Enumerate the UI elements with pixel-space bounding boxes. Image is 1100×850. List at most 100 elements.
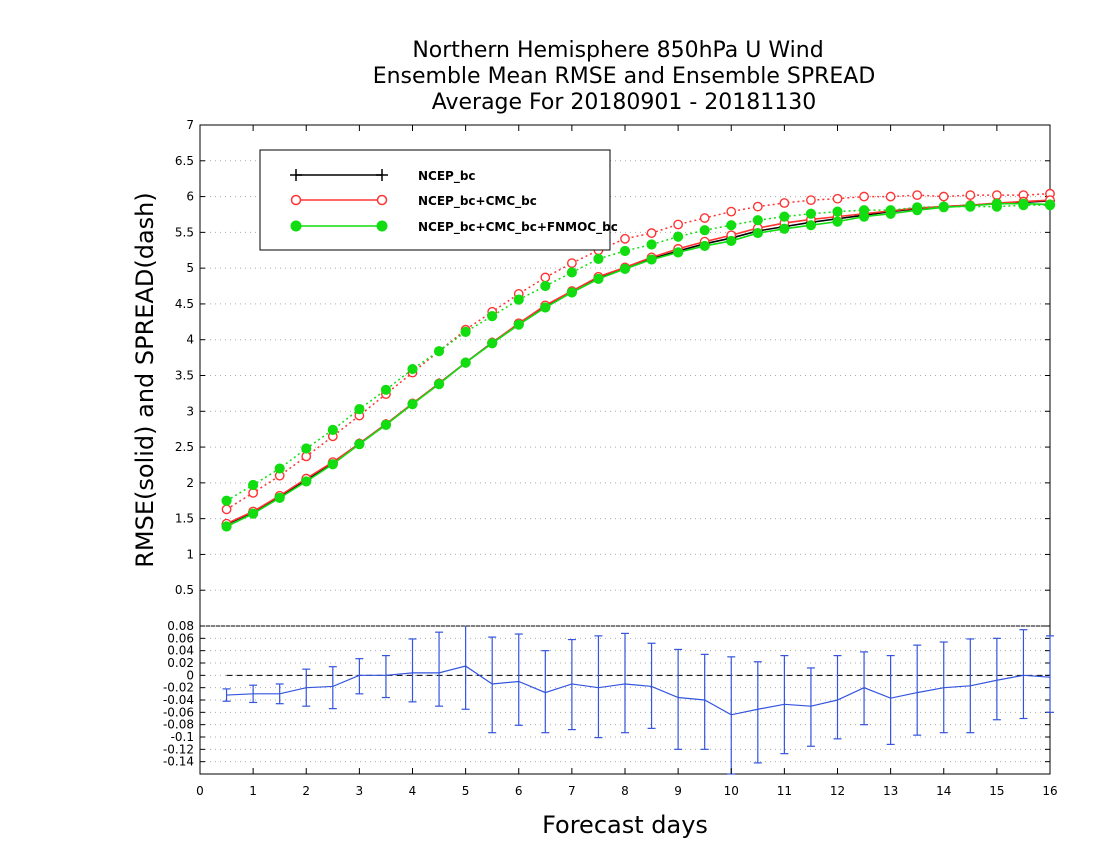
ncep-cmc-spread-point: [991, 190, 1002, 201]
x-tick-label: 8: [621, 784, 629, 798]
x-tick-label: 15: [989, 784, 1004, 798]
ncep-cmc-fnmoc-rmse-point: [619, 263, 631, 274]
difference-line: [226, 665, 1051, 716]
x-tick-label: 9: [674, 784, 682, 798]
ncep-cmc-fnmoc-rmse-point: [513, 319, 524, 330]
ncep-cmc-fnmoc-rmse-point: [965, 200, 976, 211]
bottom-y-tick-label: 0.04: [167, 644, 194, 658]
ncep-cmc-fnmoc-rmse-point: [327, 459, 338, 470]
bottom-y-tick-label: 0: [186, 668, 194, 682]
bottom-y-tick-label: -0.14: [163, 755, 194, 769]
ncep-cmc-fnmoc-rmse-point: [805, 220, 817, 231]
bottom-y-tick-label: 0.02: [167, 656, 194, 670]
ncep-cmc-fnmoc-spread-point: [513, 294, 524, 305]
ncep-cmc-spread-point: [752, 201, 763, 212]
y-axis-label: RMSE(solid) and SPREAD(dash): [131, 192, 159, 568]
ncep-cmc-fnmoc-spread-point: [566, 267, 577, 278]
top-y-tick-label: 6.5: [175, 154, 194, 168]
bottom-y-ticks: 0.080.060.040.020-0.02-0.04-0.06-0.08-0.…: [163, 619, 1050, 769]
ncep-cmc-fnmoc-spread-point: [407, 363, 418, 375]
top-y-tick-label: 2: [186, 476, 194, 490]
ncep-cmc-fnmoc-rmse-point: [274, 492, 285, 503]
ncep-cmc-fnmoc-rmse-point: [726, 235, 737, 247]
x-axis-label: Forecast days: [542, 811, 708, 839]
top-y-tick-label: 3: [186, 404, 194, 418]
bottom-y-tick-label: -0.02: [163, 681, 194, 695]
x-tick-label: 3: [356, 784, 364, 798]
ncep-cmc-fnmoc-spread-point: [779, 211, 790, 222]
legend: NCEP_bc NCEP_bc+CMC_bc NCEP_bc+CMC_bc+FN…: [259, 149, 618, 251]
top-y-tick-label: 5.5: [175, 225, 194, 239]
ncep-cmc-spread-point: [779, 198, 790, 208]
top-series-group: [221, 188, 1056, 532]
ncep-cmc-fnmoc-spread-point: [487, 310, 498, 322]
chart-title: Northern Hemisphere 850hPa U Wind Ensemb…: [373, 38, 876, 115]
ncep-cmc-fnmoc-spread-point: [327, 424, 338, 435]
ncep-cmc-fnmoc-spread-line: [226, 204, 1050, 502]
bottom-panel: 0.080.060.040.020-0.02-0.04-0.06-0.08-0.…: [163, 125, 1058, 839]
ncep-cmc-fnmoc-spread-point: [726, 220, 737, 231]
ncep-cmc-fnmoc-spread-point: [832, 206, 843, 217]
ncep-cmc-fnmoc-rmse-point: [540, 302, 551, 313]
ncep-cmc-fnmoc-rmse-point: [433, 378, 445, 390]
bottom-y-tick-label: -0.12: [163, 742, 194, 756]
ncep-cmc-fnmoc-rmse-point: [938, 202, 949, 213]
ncep-cmc-fnmoc-rmse-point: [354, 439, 365, 450]
ncep-cmc-fnmoc-spread-point: [301, 443, 312, 454]
ncep-cmc-spread-point: [673, 219, 684, 230]
top-y-tick-label: 5: [186, 261, 194, 275]
top-y-tick-label: 1.5: [175, 512, 194, 526]
x-tick-label: 13: [883, 784, 898, 798]
ncep-cmc-fnmoc-rmse-point: [832, 216, 843, 227]
top-y-tick-label: 3.5: [175, 369, 194, 383]
x-tick-label: 11: [777, 784, 792, 798]
ncep-cmc-fnmoc-spread-point: [619, 245, 631, 257]
x-tick-label: 14: [936, 784, 951, 798]
ncep-cmc-spread-point: [806, 195, 816, 206]
ncep-cmc-spread-point: [832, 193, 843, 204]
top-y-tick-label: 4.5: [175, 297, 194, 311]
bottom-y-tick-label: 0.06: [167, 631, 194, 645]
ncep-cmc-fnmoc-rmse-point: [779, 223, 790, 234]
top-y-tick-label: 1: [186, 547, 194, 561]
ncep-cmc-fnmoc-rmse-point: [380, 419, 392, 430]
bottom-y-tick-label: -0.04: [163, 693, 194, 707]
ncep-cmc-fnmoc-spread-point: [540, 280, 551, 292]
ncep-cmc-fnmoc-spread-point: [433, 346, 445, 357]
top-y-tick-label: 2.5: [175, 440, 194, 454]
legend-item-ncep-cmc: NCEP_bc+CMC_bc: [290, 194, 537, 209]
legend-label-ncep-cmc: NCEP_bc+CMC_bc: [418, 194, 537, 209]
legend-label-ncep-cmc-fnmoc: NCEP_bc+CMC_bc+FNMOC_bc: [418, 220, 618, 235]
x-tick-label: 5: [462, 784, 470, 798]
ncep-cmc-spread-point: [885, 191, 896, 202]
x-tick-label: 6: [515, 784, 523, 798]
title-line-1: Northern Hemisphere 850hPa U Wind: [412, 38, 823, 63]
ncep-cmc-spread-point: [699, 213, 710, 223]
ncep-cmc-fnmoc-spread-point: [673, 231, 684, 242]
ncep-cmc-fnmoc-rmse-point: [699, 240, 710, 252]
x-tick-label: 12: [830, 784, 845, 798]
ncep-cmc-fnmoc-rmse-point: [646, 254, 657, 265]
ncep-cmc-fnmoc-rmse-point: [858, 211, 870, 222]
ncep-cmc-fnmoc-spread-point: [460, 326, 471, 337]
legend-item-ncep-bc: NCEP_bc: [290, 169, 476, 184]
ncep-cmc-fnmoc-spread-point: [221, 495, 232, 506]
bottom-y-tick-label: -0.06: [163, 705, 194, 719]
ncep-cmc-fnmoc-rmse-point: [912, 205, 923, 216]
top-y-tick-label: 7: [186, 118, 194, 132]
title-line-3: Average For 20180901 - 20181130: [432, 90, 817, 115]
ncep-cmc-fnmoc-rmse-point: [1044, 199, 1056, 210]
ncep-cmc-fnmoc-rmse-point: [221, 521, 232, 532]
ncep-cmc-fnmoc-rmse-point: [991, 198, 1002, 209]
x-tick-label: 2: [302, 784, 310, 798]
ncep-cmc-fnmoc-rmse-point: [752, 227, 763, 239]
ncep-cmc-fnmoc-rmse-point: [566, 287, 577, 298]
ncep-cmc-fnmoc-spread-point: [380, 384, 392, 395]
ncep-cmc-fnmoc-spread-point: [752, 215, 763, 226]
x-ticks: 0 1 2 3 4 5 6 7 8 9 10 11 12 13 14 15 16: [196, 125, 1058, 798]
x-tick-label: 10: [724, 784, 739, 798]
ncep-cmc-fnmoc-rmse-point: [1018, 198, 1029, 209]
ncep-cmc-fnmoc-spread-point: [248, 479, 259, 491]
x-tick-label: 4: [409, 784, 417, 798]
